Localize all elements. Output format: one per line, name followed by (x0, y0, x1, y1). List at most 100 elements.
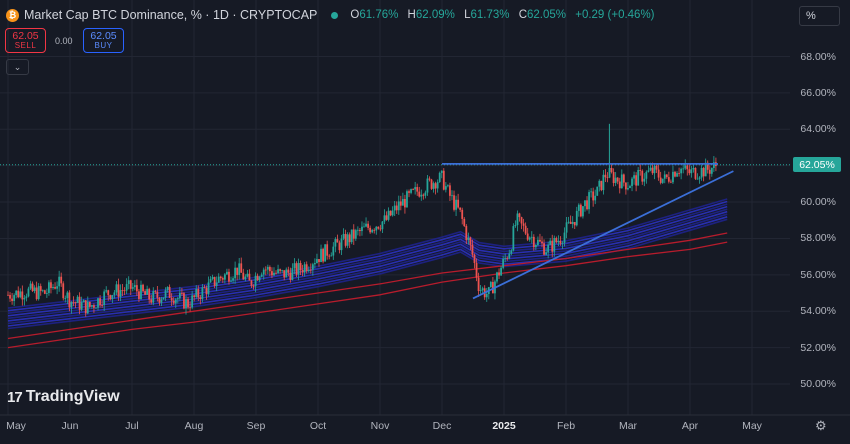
candle (401, 198, 404, 206)
candle (156, 291, 159, 298)
buy-button[interactable]: 62.05 BUY (83, 28, 124, 53)
candle (559, 240, 562, 244)
candle (133, 285, 136, 288)
candle (62, 283, 65, 299)
candle (690, 169, 693, 174)
tradingview-logo[interactable]: 17 TradingView (7, 388, 120, 406)
candle (322, 248, 324, 262)
candle (436, 182, 439, 189)
candle (596, 186, 599, 196)
candle (131, 287, 134, 289)
candle (185, 299, 187, 309)
candle (637, 170, 640, 186)
candle (557, 240, 560, 243)
candle (33, 287, 36, 292)
candle (27, 288, 30, 297)
spread-value: 0.00 (55, 36, 73, 46)
candle (41, 290, 44, 292)
candle (430, 179, 433, 189)
candle (307, 269, 310, 272)
candle (109, 295, 112, 300)
candle (629, 186, 631, 189)
candle (696, 178, 699, 180)
candle (602, 174, 605, 191)
candle (418, 191, 421, 197)
ma-line-red (7, 232, 728, 340)
candle (371, 229, 374, 233)
candle (299, 262, 302, 270)
candle (665, 174, 668, 178)
candle (598, 180, 601, 187)
candle (459, 207, 462, 210)
candle (422, 194, 425, 196)
candle (670, 181, 672, 183)
ma-line-red (7, 241, 728, 349)
candle (440, 170, 443, 173)
candle (624, 182, 627, 190)
candle (528, 237, 531, 240)
candle (15, 290, 18, 296)
candle (264, 269, 267, 271)
y-tick-label: 50.00% (800, 378, 836, 390)
x-tick-label: Apr (681, 420, 699, 432)
candle (414, 187, 417, 190)
candle (221, 278, 224, 280)
candle (311, 264, 314, 270)
ohlc-values: O61.76% H62.09% L61.73% C62.05% +0.29 (+… (350, 9, 655, 21)
candle (254, 275, 257, 287)
candle (78, 296, 81, 310)
x-tick-label: May (742, 420, 762, 432)
y-tick-label: 68.00% (800, 50, 836, 63)
candle (178, 292, 181, 299)
sell-button[interactable]: 62.05 SELL (5, 28, 46, 53)
candle (655, 165, 658, 170)
candle (643, 178, 646, 182)
candle (138, 291, 140, 299)
candle (279, 269, 282, 271)
candle (84, 300, 87, 314)
candle (391, 210, 394, 216)
candle (150, 299, 153, 303)
candle (674, 171, 676, 177)
candle (350, 229, 353, 243)
candle (64, 298, 67, 299)
settings-gear-icon[interactable]: ⚙ (815, 418, 827, 433)
candle (121, 290, 124, 291)
candle (273, 272, 275, 276)
candle (663, 174, 666, 179)
candle (508, 253, 511, 259)
candle (158, 297, 161, 303)
candle (166, 286, 169, 291)
ma-ribbon-line (7, 213, 728, 325)
candle (449, 185, 451, 196)
candle (420, 194, 423, 197)
candle (107, 290, 110, 296)
candle (342, 233, 345, 239)
candle (500, 267, 502, 276)
candle (207, 282, 210, 294)
candle (326, 244, 329, 256)
candle (250, 280, 253, 286)
candle (710, 167, 713, 174)
candle (205, 287, 208, 294)
candle (330, 255, 333, 257)
candle (512, 226, 515, 251)
candle (58, 276, 61, 287)
candle (541, 241, 543, 244)
candle (162, 297, 165, 300)
x-tick-label: Sep (246, 420, 266, 432)
candle (293, 263, 296, 269)
candle (291, 268, 294, 280)
candle (631, 178, 633, 187)
candle (383, 215, 386, 222)
candle (676, 173, 678, 177)
candle (142, 284, 144, 292)
scale-mode-button[interactable]: % (799, 6, 840, 26)
candle (338, 242, 341, 251)
candle (45, 292, 48, 294)
collapse-legend-button[interactable]: ⌄ (6, 59, 29, 75)
candle (50, 282, 52, 289)
candle (432, 183, 435, 189)
candle (183, 293, 185, 309)
